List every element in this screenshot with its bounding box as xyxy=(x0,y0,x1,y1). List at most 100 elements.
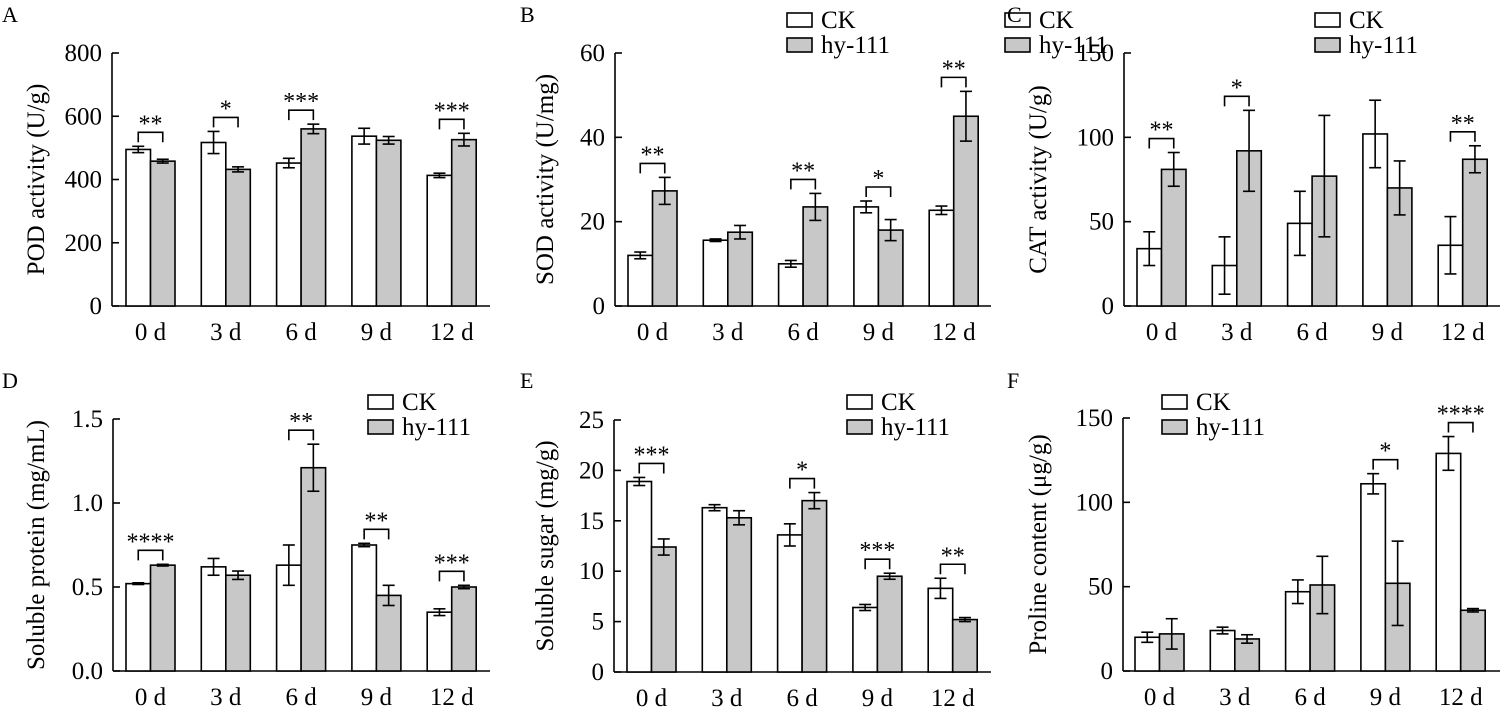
significance-stars: * xyxy=(796,458,808,484)
bar-ck xyxy=(927,587,954,673)
bar-ck xyxy=(626,480,653,673)
significance-bracket xyxy=(288,429,315,441)
y-tick-label: 50 xyxy=(1088,574,1113,601)
x-tick-label: 6 d xyxy=(1294,684,1326,711)
significance-stars: ** xyxy=(641,142,665,168)
bar-hy111 xyxy=(1459,609,1486,672)
significance-stars: ** xyxy=(1451,111,1475,137)
significance-bracket xyxy=(438,570,465,582)
bar-hy111 xyxy=(450,586,478,672)
significance-stars: ** xyxy=(364,508,388,534)
legend-label: hy-111 xyxy=(881,414,950,441)
x-tick-label: 9 d xyxy=(863,319,895,346)
bar-hy111 xyxy=(952,115,980,307)
y-tick-label: 600 xyxy=(65,103,103,130)
bar-hy111 xyxy=(375,139,402,307)
x-tick-label: 6 d xyxy=(1296,319,1328,346)
y-tick-label: 0 xyxy=(1102,293,1115,320)
x-tick-label: 12 d xyxy=(1441,319,1485,346)
bar-ck xyxy=(125,582,152,672)
x-tick-label: 9 d xyxy=(862,685,894,712)
x-tick-label: 6 d xyxy=(285,319,317,346)
bar-hy111 xyxy=(450,138,478,307)
x-tick-label: 12 d xyxy=(430,684,474,711)
legend-label: hy-111 xyxy=(821,32,890,59)
significance-stars: *** xyxy=(434,550,470,576)
legend-swatch-ck xyxy=(1314,12,1341,28)
bar-ck xyxy=(1284,590,1311,672)
y-tick-label: 150 xyxy=(1076,405,1114,432)
bar-ck xyxy=(200,141,227,307)
legend-label: CK xyxy=(402,389,437,416)
bar-hy111 xyxy=(650,546,677,673)
bar-hy111 xyxy=(225,574,252,672)
x-tick-label: 0 d xyxy=(1144,684,1176,711)
bar-hy111 xyxy=(300,466,327,672)
bar-ck xyxy=(1209,629,1236,672)
x-tick-label: 3 d xyxy=(1219,684,1251,711)
y-axis-label: Proline content (μg/g) xyxy=(1025,434,1052,654)
y-tick-label: 50 xyxy=(1089,209,1114,236)
significance-bracket xyxy=(789,477,816,489)
x-tick-label: 12 d xyxy=(932,319,976,346)
significance-stars: *** xyxy=(283,89,319,115)
y-tick-label: 20 xyxy=(579,457,604,484)
bar-ck xyxy=(928,209,955,307)
legend-label: hy-111 xyxy=(1349,32,1418,59)
x-tick-label: 0 d xyxy=(135,684,167,711)
x-tick-label: 3 d xyxy=(711,685,743,712)
panel-label: D xyxy=(2,368,18,393)
y-tick-label: 1.0 xyxy=(72,490,103,517)
x-tick-label: 12 d xyxy=(1439,684,1483,711)
bar-hy111 xyxy=(951,618,979,673)
bar-ck xyxy=(1435,452,1462,672)
legend-label: CK xyxy=(821,7,856,34)
bar-ck xyxy=(853,206,880,307)
bar-ck xyxy=(351,135,378,307)
y-tick-label: 40 xyxy=(580,124,605,151)
bar-hy111 xyxy=(149,564,176,672)
significance-bracket xyxy=(1449,130,1476,142)
panel-label: E xyxy=(520,368,533,393)
y-tick-label: 0 xyxy=(592,659,605,686)
bar-ck xyxy=(351,544,378,672)
y-axis-label: POD activity (U/g) xyxy=(23,84,50,276)
y-tick-label: 800 xyxy=(65,40,103,67)
y-axis-label: Soluble protein (mg/mL) xyxy=(23,420,50,670)
legend-label: CK xyxy=(1196,389,1231,416)
x-tick-label: 9 d xyxy=(1372,319,1404,346)
significance-bracket xyxy=(438,118,465,130)
significance-stars: **** xyxy=(127,529,175,555)
x-tick-label: 6 d xyxy=(786,685,818,712)
significance-bracket xyxy=(1148,137,1175,149)
significance-bracket xyxy=(638,462,665,474)
significance-stars: ** xyxy=(1150,118,1174,144)
legend-swatch-ck xyxy=(846,394,873,410)
legend-label: hy-111 xyxy=(1039,32,1108,59)
legend-swatch-hy111 xyxy=(1004,37,1031,53)
y-axis-label: CAT activity (U/g) xyxy=(1025,85,1052,273)
bar-hy111 xyxy=(651,190,678,307)
chart-panel-c: C CAT activity (U/g) 0 50 100 150 0 d ** 3 d * 6 d… xyxy=(1007,2,1500,346)
y-tick-label: 15 xyxy=(579,508,604,535)
panel-label: F xyxy=(1007,368,1019,393)
bar-hy111 xyxy=(225,168,252,307)
bar-ck xyxy=(701,506,728,673)
legend-label: hy-111 xyxy=(402,414,471,441)
significance-stars: *** xyxy=(634,442,670,468)
significance-stars: ** xyxy=(791,158,815,184)
x-tick-label: 3 d xyxy=(1221,319,1253,346)
legend-label: CK xyxy=(881,389,916,416)
significance-bracket xyxy=(864,558,891,570)
bar-hy111 xyxy=(801,499,828,673)
significance-stars: ** xyxy=(941,543,965,569)
legend-swatch-ck xyxy=(1161,394,1188,410)
legend-swatch-hy111 xyxy=(786,37,813,53)
bar-hy111 xyxy=(149,160,176,307)
significance-stars: * xyxy=(1231,75,1243,101)
y-tick-label: 100 xyxy=(1077,124,1115,151)
y-tick-label: 5 xyxy=(592,609,605,636)
